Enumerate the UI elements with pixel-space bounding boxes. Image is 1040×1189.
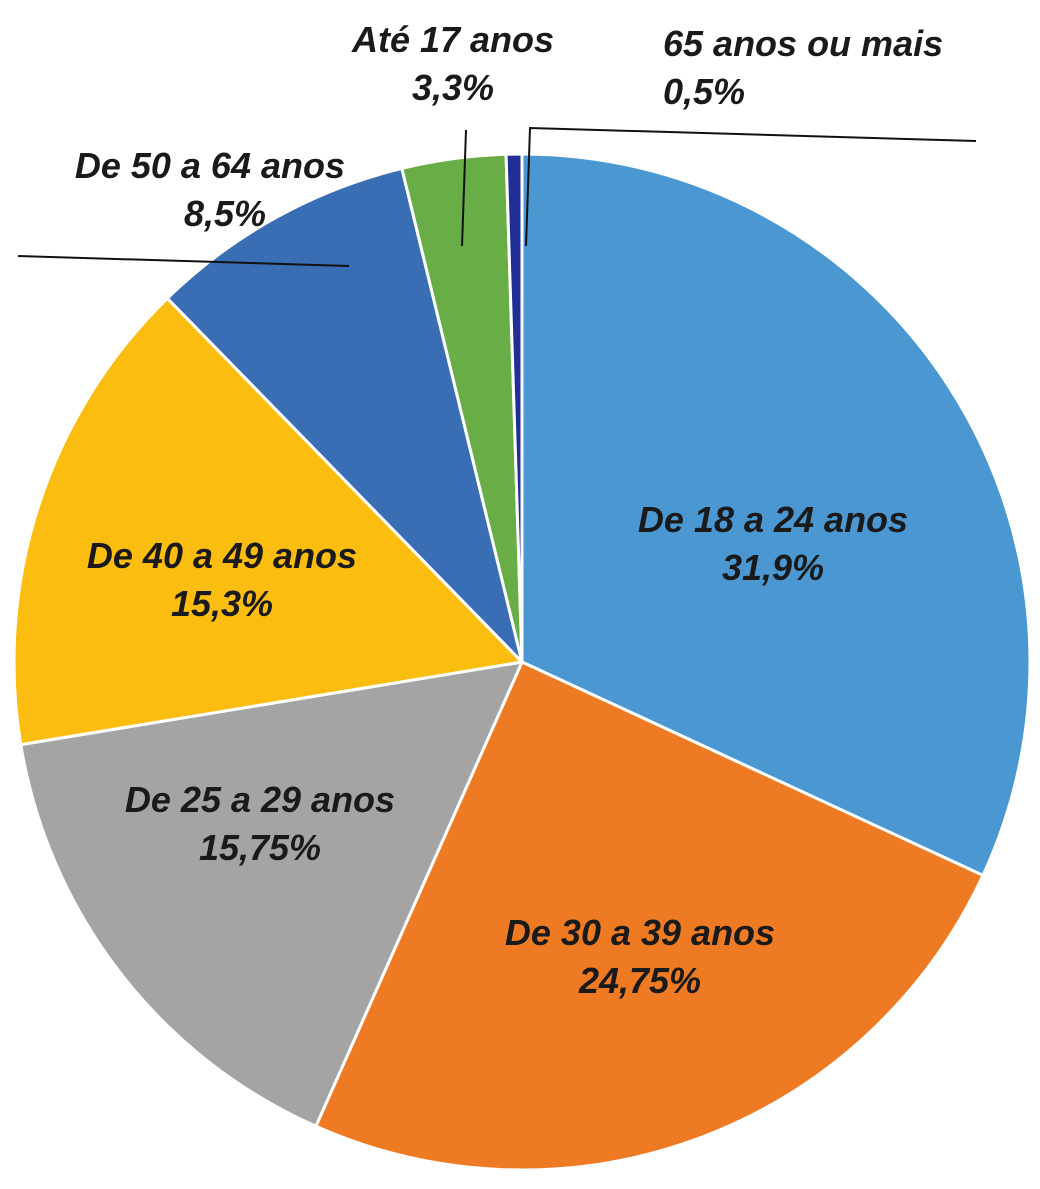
pie-slice-5 [165, 166, 524, 664]
slice-value-5: 8,5% [184, 193, 266, 234]
slice-label-3: De 25 a 29 anos [125, 779, 395, 820]
slice-value-4: 15,3% [171, 583, 273, 624]
slice-value-2: 24,75% [578, 960, 701, 1001]
pie-slice-4 [12, 296, 524, 747]
slice-value-7: 0,5% [663, 71, 745, 112]
leader-line-6 [461, 129, 467, 247]
slice-value-1: 31,9% [722, 547, 824, 588]
pie-slice-1 [520, 152, 1032, 877]
slice-value-6: 3,3% [412, 67, 494, 108]
leader-line-7 [525, 126, 977, 247]
slice-label-4: De 40 a 49 anos [87, 535, 357, 576]
slice-label-6: Até 17 anos [351, 19, 554, 60]
slice-label-5: De 50 a 64 anos [75, 145, 345, 186]
slice-label-2: De 30 a 39 anos [505, 912, 775, 953]
leader-lines [17, 126, 977, 267]
leader-line-5 [17, 255, 350, 267]
slice-labels: De 18 a 24 anos 31,9% De 30 a 39 anos 24,75… [75, 19, 943, 1001]
slice-value-3: 15,75% [199, 827, 321, 868]
pie-slice-2 [314, 660, 985, 1172]
pie-slices [12, 152, 1032, 1172]
pie-slice-3 [19, 660, 524, 1128]
pie-slice-7 [504, 152, 524, 664]
slice-label-7: 65 anos ou mais [663, 23, 943, 64]
slice-label-1: De 18 a 24 anos [638, 499, 908, 540]
